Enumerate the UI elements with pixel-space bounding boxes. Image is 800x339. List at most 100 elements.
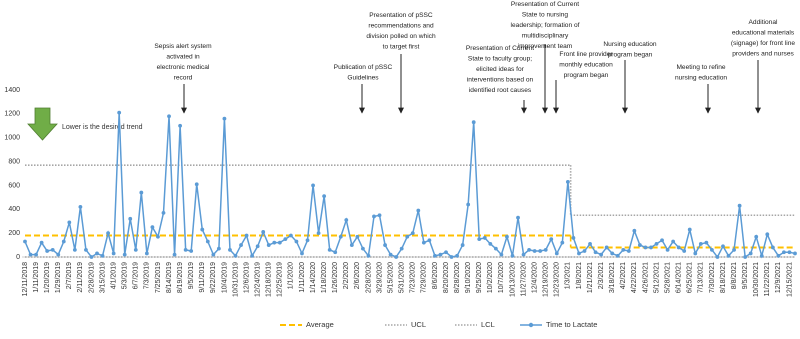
data-point [56,252,61,257]
data-point [543,247,548,252]
x-tick-label: 1/18/2020 [321,262,328,293]
data-point [61,239,66,244]
x-tick-label: 9/22/2019 [210,262,217,293]
data-point [682,249,687,253]
annotation-text: Guidelines [347,74,379,81]
annotation-text: interventions based on [467,76,534,83]
x-tick-label: 10/13/2020 [509,262,516,297]
data-point [632,228,637,233]
data-point [637,243,642,247]
data-point [776,253,781,258]
data-point [383,243,387,247]
x-tick-label: 4/1/2019 [110,262,117,289]
x-tick-label: 5/3/2019 [122,262,129,289]
data-point [527,247,532,252]
data-point [95,251,99,256]
data-point [610,251,615,256]
data-point [272,240,277,245]
data-point [538,249,543,253]
x-tick-label: 1/11/2019 [33,262,40,293]
data-point [782,250,786,255]
data-point [139,190,144,195]
data-point [599,252,604,257]
data-point [283,237,288,242]
data-point [222,116,227,121]
x-tick-label: 5/31/2020 [399,262,406,293]
data-point [144,251,149,256]
data-point [150,225,155,230]
data-point [704,240,709,245]
data-point [615,253,620,258]
data-point [50,247,55,252]
annotation-text: Sepsis alert system [154,43,212,50]
annotation-text: educational materials [732,29,795,36]
data-point [460,243,465,247]
data-point [726,253,731,258]
data-point [510,253,515,258]
x-tick-label: 8/18/2021 [720,262,727,293]
annotation-text: Presentation of pSSC [369,12,433,19]
annotation-text: multidisciplinary [522,32,569,39]
data-point [161,210,166,215]
data-point [178,123,183,128]
x-tick-label: 12/25/2019 [277,262,284,297]
x-tick-label: 7/23/2020 [410,262,417,293]
data-point [721,244,725,249]
data-point [311,183,315,188]
x-tick-label: 4/26/2021 [642,262,649,293]
x-tick-label: 6/25/2021 [687,262,694,293]
data-point [72,247,77,252]
annotation-text: State to faculty group; [468,55,532,62]
x-tick-label: 12/6/2019 [243,262,250,293]
data-point [288,233,293,238]
annotation-text: record [174,74,193,81]
data-point [255,244,260,249]
x-tick-label: 1/21/2021 [587,262,594,293]
data-point [399,246,404,251]
annotation-text: Publication of pSSC [334,64,393,71]
data-point [698,241,703,246]
data-point [28,252,33,257]
annotation-text: Presentation of Current [466,45,534,52]
data-point [322,194,327,199]
data-point [626,249,631,253]
x-tick-label: 7/29/2020 [421,262,428,293]
data-point [654,241,659,246]
data-point [505,234,509,239]
data-point [449,255,454,259]
x-tick-label: 3/29/2020 [376,262,383,293]
data-point [754,234,759,239]
annotation-text: State to nursing [522,11,569,18]
data-point [743,255,748,259]
x-tick-label: 10/30/2021 [753,262,760,297]
data-point [45,249,50,253]
annotation-text: Front line provider [559,51,613,58]
data-point [111,251,116,256]
data-point [665,247,670,252]
annotation-text: to target first [383,43,420,50]
data-point [250,253,255,258]
annotation-text: Meeting to refine [676,64,725,71]
data-point [560,240,565,245]
y-tick-label: 1200 [4,111,20,118]
data-point [128,216,133,221]
y-tick-label: 1000 [4,135,20,142]
x-tick-label: 1/8/2021 [576,262,583,289]
data-point [84,247,88,252]
data-point [228,247,232,252]
annotation-text: (signage) for front line [731,40,795,47]
data-point [660,238,664,243]
y-tick-label: 1400 [4,87,20,94]
x-tick-label: 2/6/2020 [354,262,361,289]
data-point [156,234,160,239]
data-point [521,252,526,257]
data-point [693,251,698,256]
x-tick-label: 5/12/2021 [653,262,660,293]
data-point [571,236,576,240]
data-point [676,245,681,250]
data-point [793,251,797,256]
data-point [604,245,609,250]
x-tick-label: 1/1/2020 [288,262,295,289]
x-tick-label: 1/14/2020 [310,262,317,293]
annotation-text: program began [608,51,653,58]
